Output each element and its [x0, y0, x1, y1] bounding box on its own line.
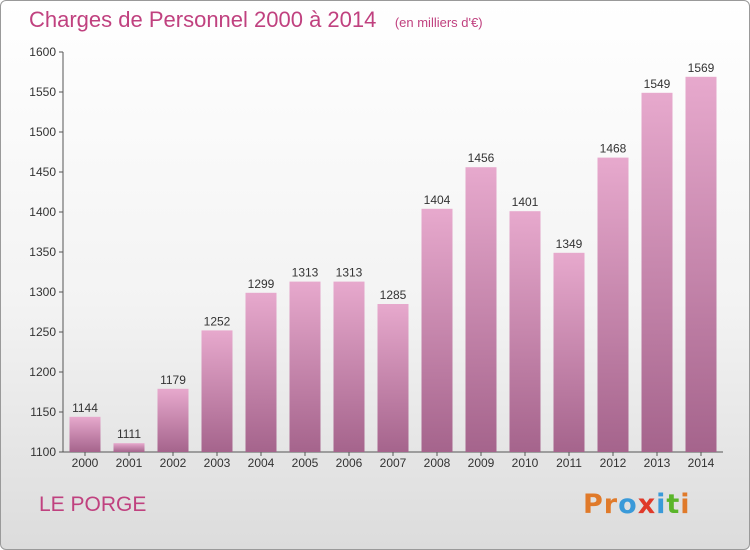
value-label: 1299	[248, 277, 275, 291]
y-tick-label: 1350	[29, 245, 56, 259]
brand-letter: i	[680, 489, 691, 520]
value-label: 1456	[468, 151, 495, 165]
value-label: 1285	[380, 288, 407, 302]
bar-2010	[509, 211, 541, 452]
bar-2013	[641, 92, 673, 453]
x-tick-label: 2002	[160, 456, 187, 470]
bar-2007	[377, 304, 409, 452]
bars	[69, 76, 717, 453]
x-tick-label: 2012	[600, 456, 627, 470]
bar-2001	[113, 443, 145, 452]
x-tick-label: 2008	[424, 456, 451, 470]
value-label: 1404	[424, 193, 451, 207]
bar-2012	[597, 157, 629, 452]
y-tick-label: 1100	[30, 445, 56, 459]
value-label: 1569	[688, 61, 715, 75]
brand-logo: Proxiti	[583, 489, 691, 520]
y-tick-label: 1300	[29, 285, 56, 299]
x-tick-label: 2011	[556, 456, 582, 470]
bar-2014	[685, 76, 717, 453]
bar-2002	[157, 388, 189, 452]
x-tick-label: 2000	[72, 456, 99, 470]
value-label: 1111	[117, 427, 141, 441]
value-label: 1349	[556, 237, 583, 251]
bar-2004	[245, 292, 277, 452]
bar-2009	[465, 167, 497, 452]
brand-letter: i	[656, 489, 667, 520]
value-label: 1313	[292, 266, 319, 280]
y-tick-label: 1600	[29, 45, 56, 59]
x-tick-label: 2006	[336, 456, 363, 470]
x-tick-label: 2001	[116, 456, 143, 470]
x-tick-label: 2005	[292, 456, 319, 470]
brand-letter: o	[618, 489, 638, 520]
value-label: 1252	[204, 314, 231, 328]
x-tick-label: 2010	[512, 456, 539, 470]
x-tick-label: 2014	[688, 456, 715, 470]
bar-2006	[333, 281, 365, 452]
commune-name: LE PORGE	[39, 493, 147, 516]
title-row: Charges de Personnel 2000 à 2014 (en mil…	[29, 7, 483, 33]
value-label: 1179	[160, 373, 186, 387]
x-tick-label: 2004	[248, 456, 275, 470]
y-tick-label: 1550	[29, 85, 56, 99]
x-tick-label: 2007	[380, 456, 407, 470]
bar-2011	[553, 252, 585, 452]
bar-2008	[421, 208, 453, 452]
brand-letter: t	[666, 489, 681, 520]
brand-letter: x	[637, 489, 657, 520]
value-labels: 1144 1111 1179 1252 1299 1313 1313 1285 1404 1456…	[72, 61, 715, 441]
y-tick-label: 1200	[29, 365, 56, 379]
axes: 1100 1150 1200 1250 1300 1350 1400 1450 1500 1550…	[29, 45, 723, 470]
value-label: 1401	[512, 195, 539, 209]
x-tick-label: 2013	[644, 456, 671, 470]
x-tick-label: 2009	[468, 456, 495, 470]
value-label: 1549	[644, 77, 671, 91]
y-tick-label: 1450	[29, 165, 56, 179]
chart-title: Charges de Personnel 2000 à 2014	[29, 7, 377, 32]
x-tick-label: 2003	[204, 456, 231, 470]
value-label: 1313	[336, 266, 363, 280]
brand-letter: P	[583, 489, 604, 520]
bar-2000	[69, 416, 101, 452]
y-tick-label: 1400	[29, 205, 56, 219]
chart-subtitle: (en milliers d'€)	[394, 15, 483, 30]
bar-2003	[201, 330, 233, 452]
y-tick-label: 1250	[29, 325, 56, 339]
y-tick-label: 1150	[30, 405, 56, 419]
brand-letter: r	[603, 489, 619, 520]
value-label: 1468	[600, 142, 627, 156]
bar-2005	[289, 281, 321, 452]
value-label: 1144	[72, 401, 98, 415]
y-tick-label: 1500	[29, 125, 56, 139]
